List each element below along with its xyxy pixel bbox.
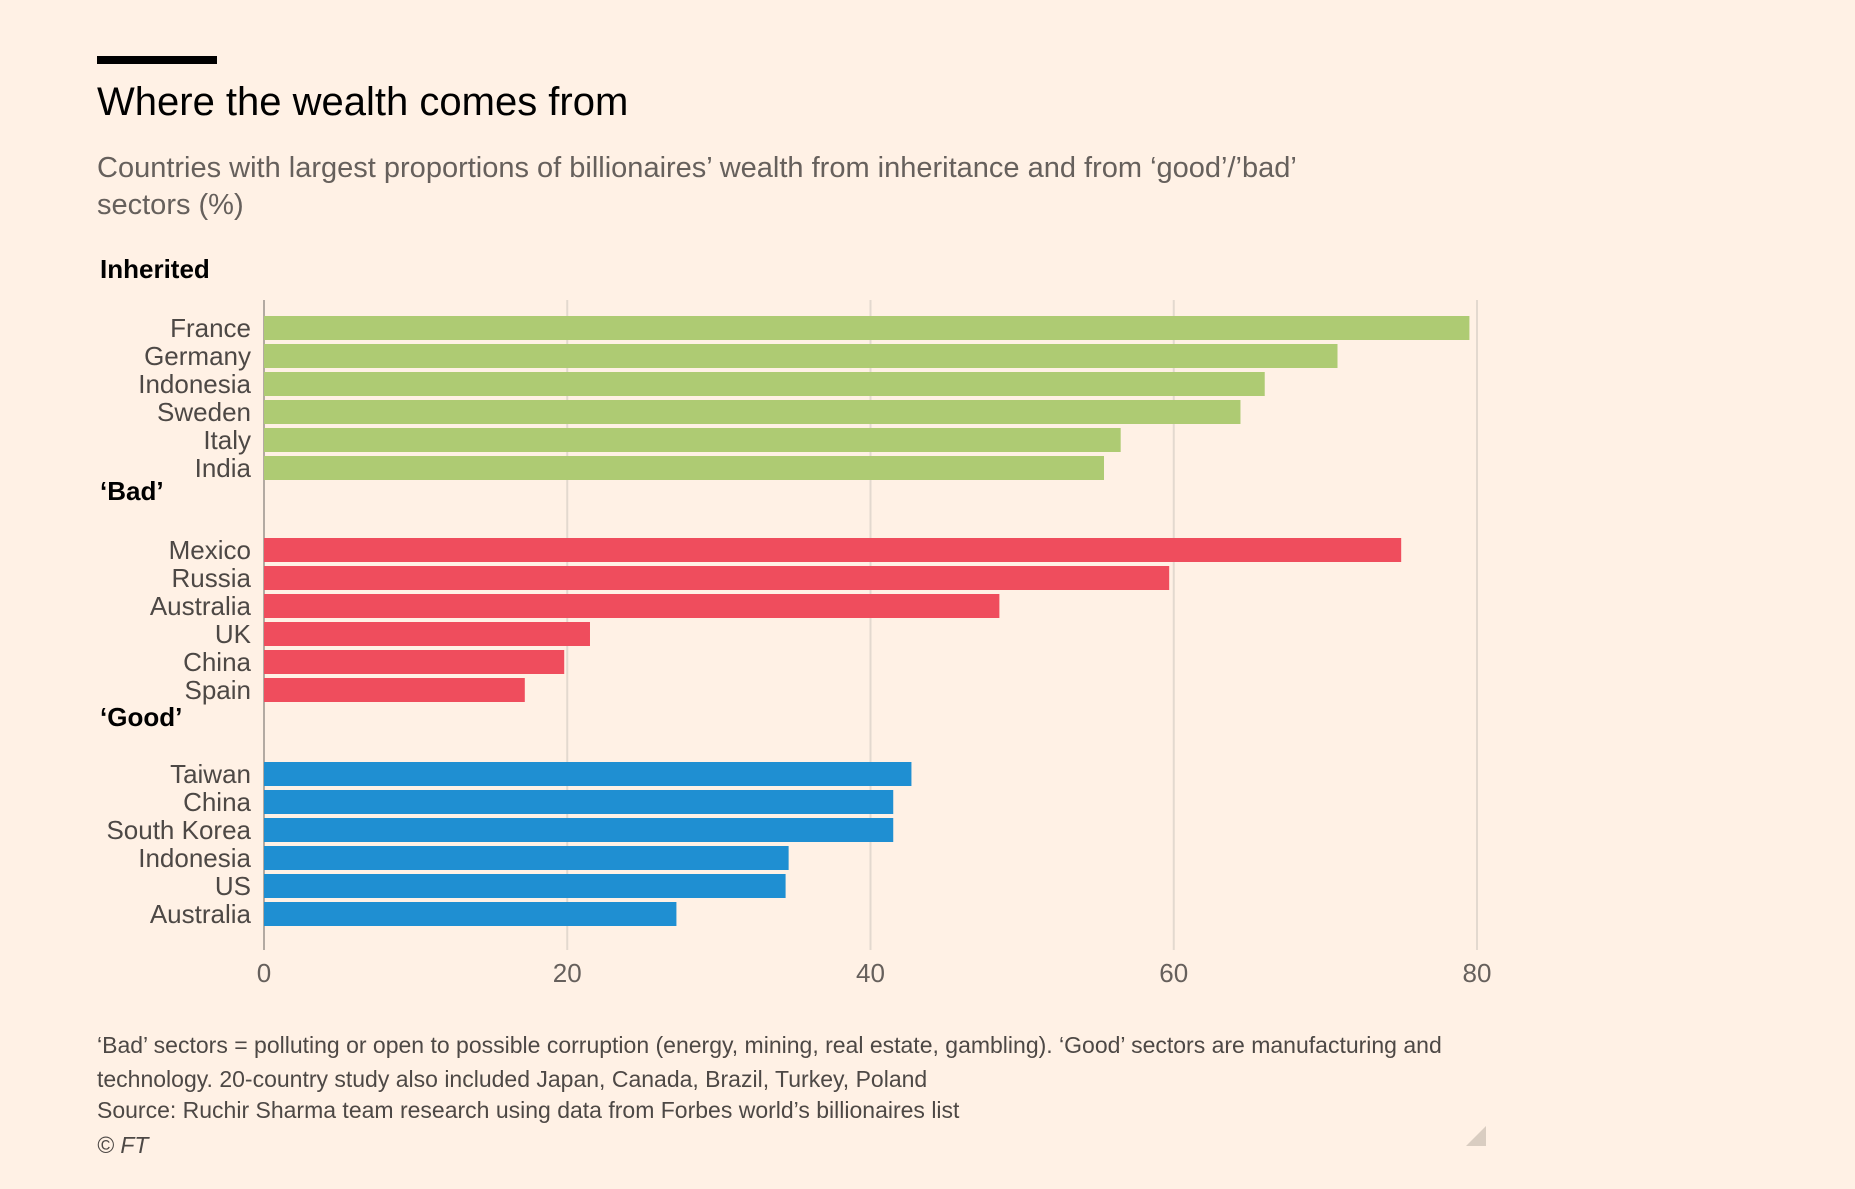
chart-title: Where the wealth comes from: [97, 80, 629, 124]
category-label: South Korea: [106, 815, 251, 845]
bar: [264, 456, 1105, 480]
bar: [264, 622, 590, 646]
category-label: Australia: [150, 899, 252, 929]
bar: [264, 762, 912, 786]
bar: [264, 902, 677, 926]
category-label: Spain: [185, 675, 252, 705]
bar: [264, 846, 789, 870]
x-tick-label: 60: [1159, 958, 1188, 988]
chart-credit: © FT: [97, 1132, 149, 1158]
bar: [264, 818, 894, 842]
bar: [264, 538, 1402, 562]
category-label: Mexico: [169, 535, 251, 565]
chart-subtitle: Countries with largest proportions of bi…: [97, 152, 1296, 221]
group-heading: Inherited: [100, 254, 210, 284]
bar: [264, 790, 894, 814]
resize-corner-icon: [1466, 1126, 1486, 1146]
bar: [264, 594, 1000, 618]
category-label: Taiwan: [170, 759, 251, 789]
title-accent-bar: [97, 56, 217, 64]
x-tick-label: 20: [553, 958, 582, 988]
x-tick-label: 80: [1463, 958, 1492, 988]
group-heading: ‘Good’: [100, 702, 182, 732]
bar: [264, 428, 1121, 452]
x-tick-label: 0: [257, 958, 271, 988]
bar-chart: 0 20 40 60 80InheritedFranceGermanyIndonesia…: [100, 254, 1492, 988]
bar: [264, 400, 1241, 424]
bar: [264, 874, 786, 898]
bar: [264, 678, 525, 702]
bar: [264, 344, 1338, 368]
category-label: Germany: [144, 341, 251, 371]
category-label: Russia: [172, 563, 252, 593]
bar: [264, 372, 1265, 396]
x-tick-label: 40: [856, 958, 885, 988]
category-label: Italy: [203, 425, 251, 455]
category-label: India: [195, 453, 252, 483]
bar: [264, 650, 565, 674]
category-label: Indonesia: [138, 369, 251, 399]
category-label: Indonesia: [138, 843, 251, 873]
category-label: Sweden: [157, 397, 251, 427]
category-label: UK: [215, 619, 252, 649]
category-label: US: [215, 871, 251, 901]
bar: [264, 316, 1470, 340]
category-label: France: [170, 313, 251, 343]
chart-notes: ‘Bad’ sectors = polluting or open to pos…: [97, 1032, 1442, 1092]
category-label: China: [183, 787, 251, 817]
group-heading: ‘Bad’: [100, 476, 164, 506]
chart-source: Source: Ruchir Sharma team research usin…: [97, 1097, 960, 1123]
category-label: China: [183, 647, 251, 677]
bar: [264, 566, 1170, 590]
category-label: Australia: [150, 591, 252, 621]
